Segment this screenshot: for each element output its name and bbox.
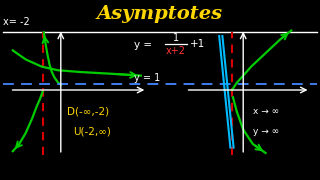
Text: y =: y = — [134, 40, 153, 50]
Text: x+2: x+2 — [166, 46, 186, 56]
Text: +1: +1 — [190, 39, 206, 49]
Text: y → ∞: y → ∞ — [253, 127, 279, 136]
Text: D(-∞,-2): D(-∞,-2) — [67, 107, 109, 117]
Text: Asymptotes: Asymptotes — [97, 5, 223, 23]
Text: x → ∞: x → ∞ — [253, 107, 279, 116]
Text: 1: 1 — [173, 33, 179, 43]
Text: U(-2,∞): U(-2,∞) — [74, 126, 111, 136]
Text: x= -2: x= -2 — [3, 17, 30, 27]
Text: y = 1: y = 1 — [134, 73, 161, 83]
